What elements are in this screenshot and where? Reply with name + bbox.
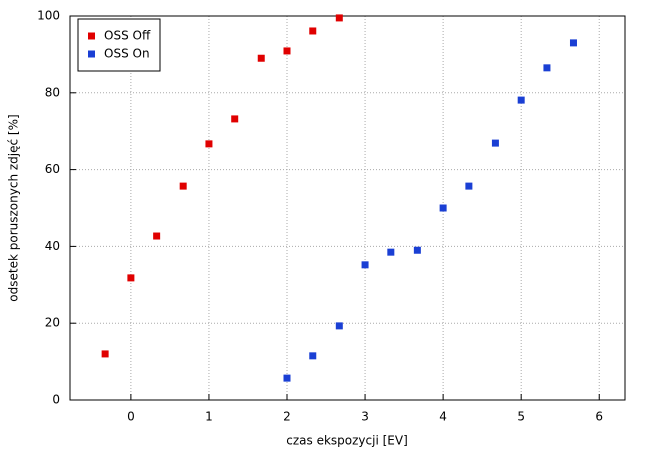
x-tick-label: 1 xyxy=(205,410,213,424)
y-axis-label: odsetek poruszonych zdjęć [%] xyxy=(7,114,21,301)
point xyxy=(127,274,135,282)
plot-frame xyxy=(69,15,626,401)
legend-label: OSS On xyxy=(104,47,150,61)
point xyxy=(569,39,577,47)
point xyxy=(179,182,187,190)
y-tick-label: 20 xyxy=(45,316,60,330)
point xyxy=(517,96,525,104)
y-tick-label: 100 xyxy=(37,9,60,23)
point xyxy=(361,261,369,269)
point xyxy=(413,246,421,254)
point xyxy=(491,139,499,147)
x-tick-label: 2 xyxy=(283,410,291,424)
x-axis-label: czas ekspozycji [EV] xyxy=(286,434,408,448)
x-tick-label: 6 xyxy=(595,410,603,424)
x-tick-label: 0 xyxy=(127,410,135,424)
y-tick-label: 40 xyxy=(45,239,60,253)
legend-swatch xyxy=(88,50,95,58)
legend-swatch xyxy=(88,32,95,40)
x-tick-label: 4 xyxy=(439,410,447,424)
point xyxy=(387,248,395,256)
point xyxy=(205,140,213,148)
y-tick-label: 60 xyxy=(45,162,60,176)
legend-label: OSS Off xyxy=(104,29,151,43)
x-tick-label: 3 xyxy=(361,410,369,424)
point xyxy=(283,374,291,382)
point xyxy=(439,204,447,212)
x-tick-label: 5 xyxy=(517,410,525,424)
legend-box xyxy=(77,18,161,72)
y-tick-label: 80 xyxy=(45,85,60,99)
point xyxy=(257,54,265,62)
point xyxy=(153,232,161,240)
point xyxy=(283,47,291,55)
point xyxy=(465,182,473,190)
point xyxy=(101,350,109,358)
point xyxy=(231,115,239,123)
point xyxy=(309,27,317,35)
point xyxy=(309,352,317,360)
y-tick-label: 0 xyxy=(52,393,60,407)
point xyxy=(335,322,343,330)
point xyxy=(335,14,343,22)
point xyxy=(543,64,551,72)
